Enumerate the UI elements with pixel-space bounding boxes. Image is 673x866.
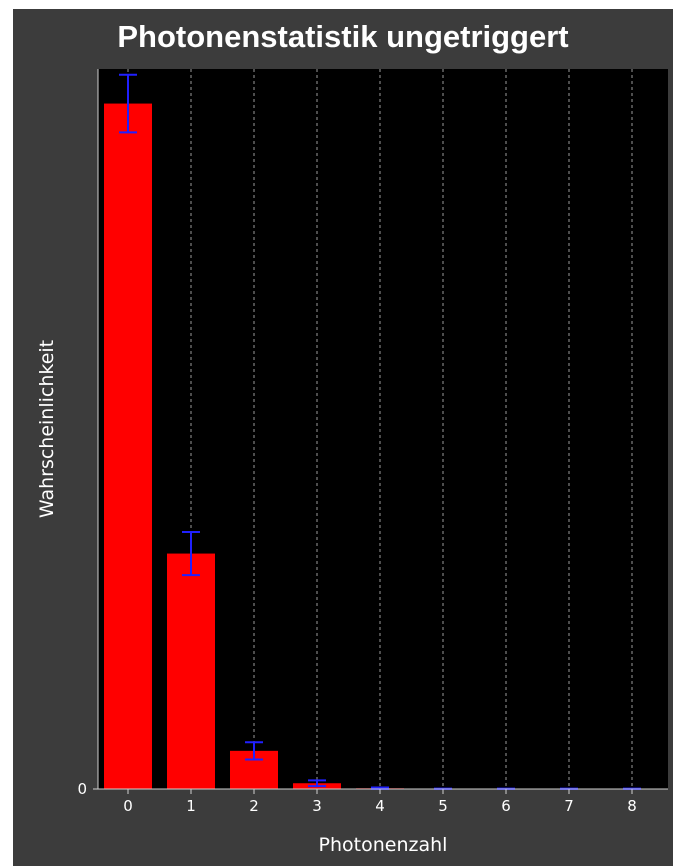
grid-lines [127, 69, 633, 789]
x-axis-label: Photonenzahl [319, 834, 448, 856]
y-tick-label: 0 [77, 780, 87, 798]
chart-title: Photonenstatistik ungetriggert [117, 19, 569, 54]
x-tick-label-1: 1 [186, 797, 196, 815]
x-tick-label-4: 4 [375, 797, 385, 815]
y-ticks: 0 [77, 780, 98, 798]
x-tick-label-0: 0 [123, 797, 133, 815]
bar-chart: 0 1 2 3 4 5 6 7 8 0 Photonenzahl Wahrscheinlichk… [36, 69, 668, 856]
x-tick-label-7: 7 [564, 797, 574, 815]
x-ticks: 0 1 2 3 4 5 6 7 8 [123, 789, 637, 815]
chart-panel: Photonenstatistik ungetriggert 0 1 2 3 4 5 6 7 8… [13, 9, 673, 866]
x-tick-label-3: 3 [312, 797, 322, 815]
bar-1 [167, 553, 215, 789]
y-axis-label: Wahrscheinlichkeit [36, 340, 58, 518]
bar-0 [104, 103, 152, 789]
x-tick-label-2: 2 [249, 797, 259, 815]
bars [104, 103, 404, 789]
x-tick-label-5: 5 [438, 797, 448, 815]
x-tick-label-8: 8 [627, 797, 637, 815]
x-tick-label-6: 6 [501, 797, 511, 815]
